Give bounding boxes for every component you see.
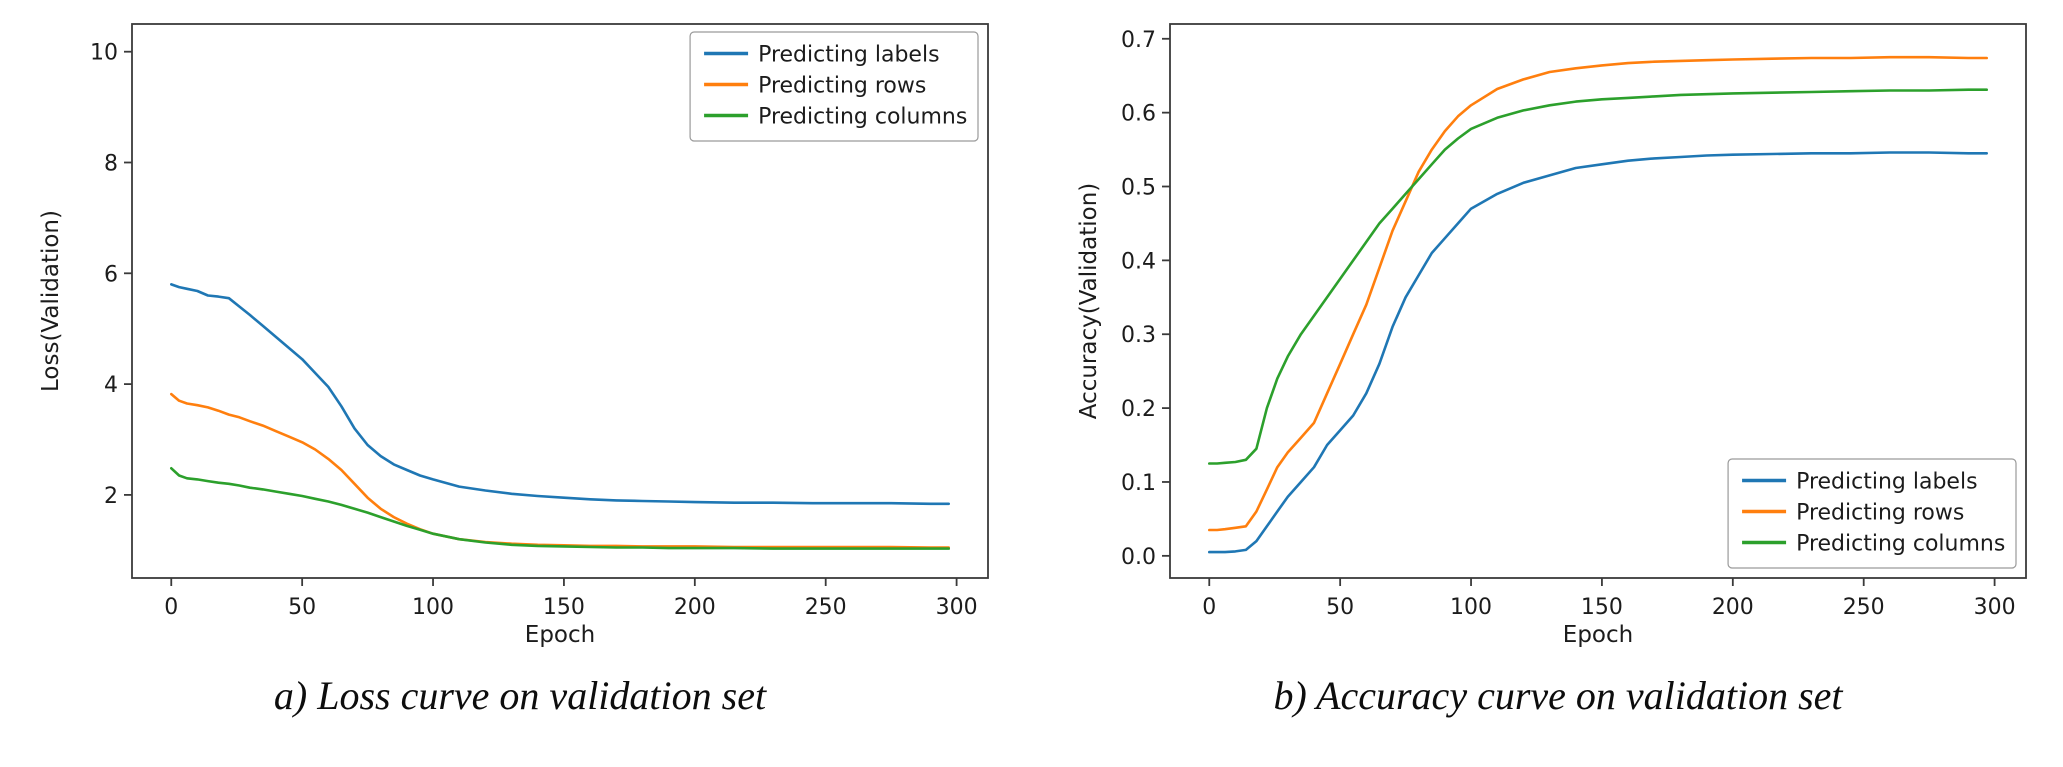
svg-text:0.1: 0.1: [1121, 471, 1156, 496]
svg-text:Predicting labels: Predicting labels: [1796, 470, 1977, 495]
svg-text:Epoch: Epoch: [1563, 622, 1633, 648]
svg-text:0.3: 0.3: [1121, 323, 1156, 348]
svg-text:0: 0: [164, 595, 178, 620]
svg-text:4: 4: [104, 373, 118, 398]
svg-text:150: 150: [543, 595, 585, 620]
svg-text:0.4: 0.4: [1121, 249, 1156, 274]
svg-text:Predicting labels: Predicting labels: [758, 43, 939, 68]
svg-text:0.0: 0.0: [1121, 545, 1156, 570]
svg-text:200: 200: [674, 595, 716, 620]
accuracy-chart: 0 50 100 150 200 250 300 0.0 0.1 0.2 0.3 0.4 0.5 0.6 0…: [1068, 8, 2048, 658]
svg-text:Predicting columns: Predicting columns: [758, 105, 967, 130]
figure-panel: 0 50 100 150 200 250 300 2 4 6 8 10 Epoch Loss(Valida…: [30, 8, 2048, 719]
svg-text:0.2: 0.2: [1121, 397, 1156, 422]
loss-figure: 0 50 100 150 200 250 300 2 4 6 8 10 Epoch Loss(Valida…: [30, 8, 1010, 719]
svg-text:0.5: 0.5: [1121, 176, 1156, 201]
svg-text:300: 300: [1974, 595, 2016, 620]
svg-text:100: 100: [412, 595, 454, 620]
svg-text:100: 100: [1450, 595, 1492, 620]
svg-text:250: 250: [805, 595, 847, 620]
svg-text:0: 0: [1202, 595, 1216, 620]
svg-text:Accuracy(Validation): Accuracy(Validation): [1076, 183, 1102, 420]
svg-text:50: 50: [1326, 595, 1354, 620]
svg-text:8: 8: [104, 152, 118, 177]
svg-text:150: 150: [1581, 595, 1623, 620]
svg-text:Predicting rows: Predicting rows: [1796, 501, 1964, 526]
accuracy-figure: 0 50 100 150 200 250 300 0.0 0.1 0.2 0.3 0.4 0.5 0.6 0…: [1068, 8, 2048, 719]
svg-text:Epoch: Epoch: [525, 622, 595, 648]
svg-text:6: 6: [104, 262, 118, 287]
svg-text:250: 250: [1843, 595, 1885, 620]
svg-text:0.6: 0.6: [1121, 102, 1156, 127]
svg-text:300: 300: [936, 595, 978, 620]
svg-text:Loss(Validation): Loss(Validation): [38, 210, 64, 392]
svg-text:200: 200: [1712, 595, 1754, 620]
svg-text:Predicting rows: Predicting rows: [758, 74, 926, 99]
loss-caption: a) Loss curve on validation set: [273, 673, 767, 718]
loss-chart: 0 50 100 150 200 250 300 2 4 6 8 10 Epoch Loss(Valida…: [30, 8, 1010, 658]
svg-text:10: 10: [90, 41, 118, 66]
svg-text:2: 2: [104, 484, 118, 509]
svg-text:0.7: 0.7: [1121, 28, 1156, 53]
svg-text:Predicting columns: Predicting columns: [1796, 532, 2005, 557]
accuracy-caption: b) Accuracy curve on validation set: [1273, 673, 1843, 718]
svg-text:50: 50: [288, 595, 316, 620]
